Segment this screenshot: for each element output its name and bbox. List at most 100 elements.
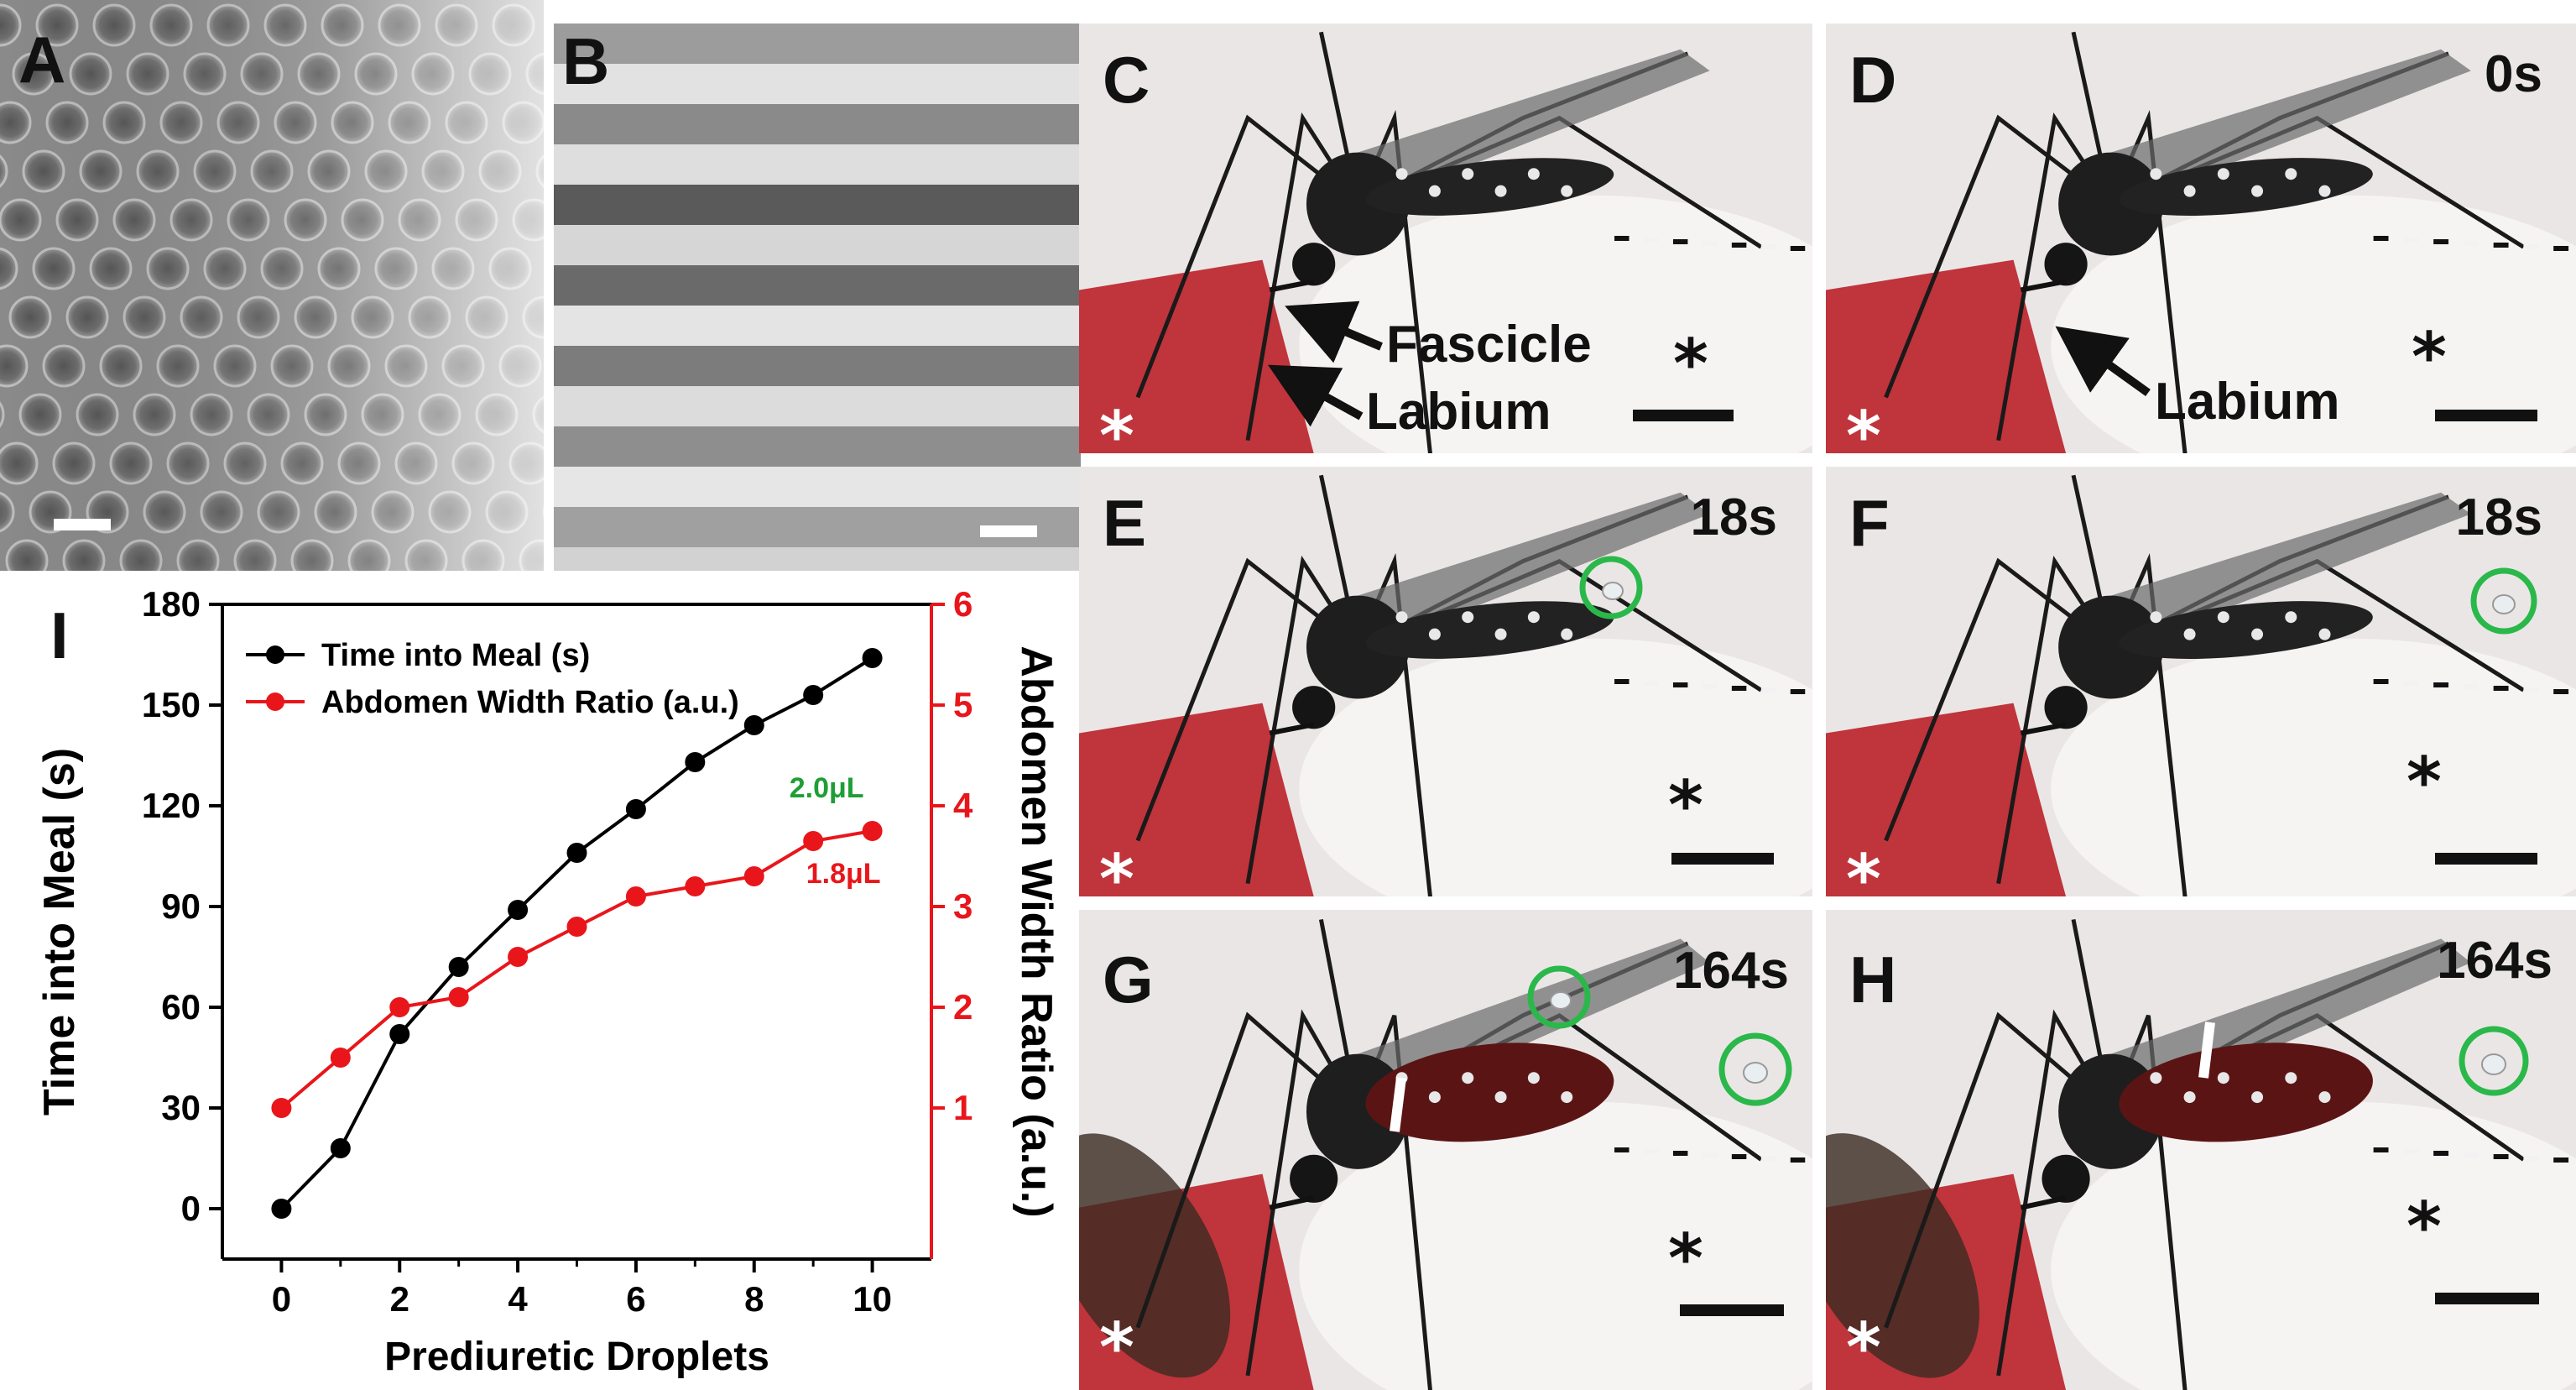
panel-label-b: B	[562, 24, 610, 98]
x-axis-title: Prediuretic Droplets	[384, 1335, 769, 1379]
abdomen-spot-1	[2183, 1091, 2196, 1104]
abdomen-spot-3	[1494, 1091, 1507, 1104]
membrane-highlight	[1299, 638, 1812, 896]
asterisk-black-f: *	[2407, 743, 2442, 821]
data-point-s1-9	[803, 831, 824, 851]
striped-hind-leg	[1614, 679, 1806, 694]
x-tick-label: 10	[853, 1279, 892, 1319]
mosquito-wing	[2110, 492, 2471, 639]
striped-hind-leg	[1614, 1147, 1806, 1163]
abdomen-spot-4	[2285, 168, 2297, 180]
droplet-marker-h	[2198, 1022, 2529, 1096]
y-left-tick-label: 0	[181, 1189, 201, 1228]
membrane-highlight	[1299, 195, 1812, 453]
panel-label-g: G	[1103, 943, 1154, 1016]
abdomen-spot-0	[2150, 168, 2162, 180]
y-right-tick-label: 6	[953, 584, 973, 624]
micrograph-b-image	[554, 24, 1081, 571]
timestamp-e: 18s	[1690, 489, 1777, 546]
mosquito-thorax	[2058, 152, 2164, 256]
y-left-axis-title: Time into Meal (s)	[35, 748, 84, 1116]
data-point-s1-4	[508, 947, 529, 967]
droplet-circle-g-1	[1527, 965, 1591, 1029]
y-left-tick-label: 150	[142, 685, 201, 724]
legend-marker-1	[266, 692, 284, 711]
asterisk-white-h: *	[1846, 1309, 1881, 1387]
abdomen-spot-2	[1462, 611, 1474, 624]
data-point-s0-4	[508, 900, 529, 920]
abdomen-spot-5	[1561, 185, 1573, 197]
stripe-13	[554, 547, 1081, 571]
mosquito-wing	[1358, 492, 1710, 639]
data-point-s0-10	[862, 648, 883, 668]
striped-hind-leg	[1614, 236, 1806, 251]
proboscis	[1269, 279, 1315, 293]
droplet-marker-f	[2470, 567, 2537, 635]
abdomen-width-marker-h	[2198, 1022, 2215, 1079]
panel-c-mosquito: C Fascicle Labium * *	[1079, 24, 1812, 453]
timestamp-f: 18s	[2455, 489, 2542, 546]
fascicle-arrow	[1285, 300, 1383, 363]
timestamp-h: 164s	[2437, 932, 2553, 990]
membrane-highlight	[2051, 638, 2576, 896]
mosquito-f-image	[1826, 467, 2576, 896]
scale-bar-c	[1633, 410, 1734, 421]
x-tick-label: 0	[272, 1279, 291, 1319]
abdomen-spot-1	[1428, 1091, 1441, 1104]
asterisk-white-e: *	[1099, 840, 1134, 897]
mosquito-wing	[2110, 49, 2471, 196]
abdomen-spot-2	[2217, 168, 2229, 180]
scale-bar-f	[2435, 853, 2537, 865]
abdomen-spot-5	[2318, 185, 2331, 197]
mosquito-d-image	[1826, 24, 2576, 453]
x-tick-label: 8	[744, 1279, 764, 1319]
y-right-tick-label: 5	[953, 685, 973, 724]
data-point-s0-0	[271, 1199, 292, 1219]
asterisk-black-g: *	[1668, 1220, 1703, 1298]
data-point-s0-5	[566, 843, 587, 863]
stripe-3	[554, 144, 1081, 185]
abdomen-spot-2	[1462, 1072, 1474, 1084]
abdomen-spot-4	[2285, 1072, 2297, 1084]
panel-i-chart: 0 2 4 6 8 10 0 30 60 90 120 150 180 1 2 3 4 5 6 Prediuretic…	[35, 584, 1057, 1379]
data-point-s1-8	[743, 866, 764, 886]
stripe-8	[554, 346, 1081, 386]
abdomen-spot-5	[1561, 1091, 1573, 1104]
panel-label-f: F	[1849, 486, 1890, 560]
annotation-red-volume: 1.8μL	[806, 858, 881, 890]
panel-label-d: D	[1849, 43, 1897, 117]
asterisk-black-d: *	[2412, 318, 2447, 396]
data-point-s1-0	[271, 1098, 292, 1118]
droplet-marker-e	[1579, 556, 1643, 619]
proboscis	[2020, 1195, 2067, 1210]
data-point-s0-3	[448, 957, 469, 977]
labium-label-c: Labium	[1366, 383, 1551, 441]
abdomen-spot-3	[2251, 185, 2264, 197]
membrane-highlight	[2051, 195, 2576, 453]
y-left-tick-label: 120	[142, 786, 201, 825]
stripe-11	[554, 467, 1081, 507]
data-point-s0-6	[625, 799, 646, 819]
abdomen-spot-2	[1462, 168, 1474, 180]
mosquito-thorax	[1306, 152, 1410, 256]
membrane-highlight	[1299, 1101, 1812, 1390]
y-left-tick-label: 30	[161, 1088, 201, 1127]
y-left-tick-label: 90	[161, 886, 201, 926]
mosquito-abdomen	[1365, 1042, 1614, 1142]
abdomen-spot-4	[2285, 611, 2297, 624]
data-point-s1-1	[330, 1048, 351, 1068]
abdomen-spot-1	[2183, 185, 2196, 197]
x-tick-label: 2	[390, 1279, 409, 1319]
abdomen-spot-4	[1527, 611, 1540, 624]
data-point-s1-3	[448, 987, 469, 1007]
abdomen-spot-1	[1428, 628, 1441, 640]
mosquito-abdomen	[2119, 158, 2373, 216]
labium-arrow-c	[1267, 364, 1364, 427]
scale-bar-h	[2435, 1293, 2539, 1304]
stripe-7	[554, 306, 1081, 346]
data-point-s1-10	[862, 821, 883, 841]
panel-g-mosquito: G 164s * *	[1079, 910, 1812, 1390]
y-right-tick-label: 2	[953, 987, 973, 1027]
mosquito-abdomen	[1365, 158, 1614, 216]
abdomen-spot-5	[2318, 628, 2331, 640]
